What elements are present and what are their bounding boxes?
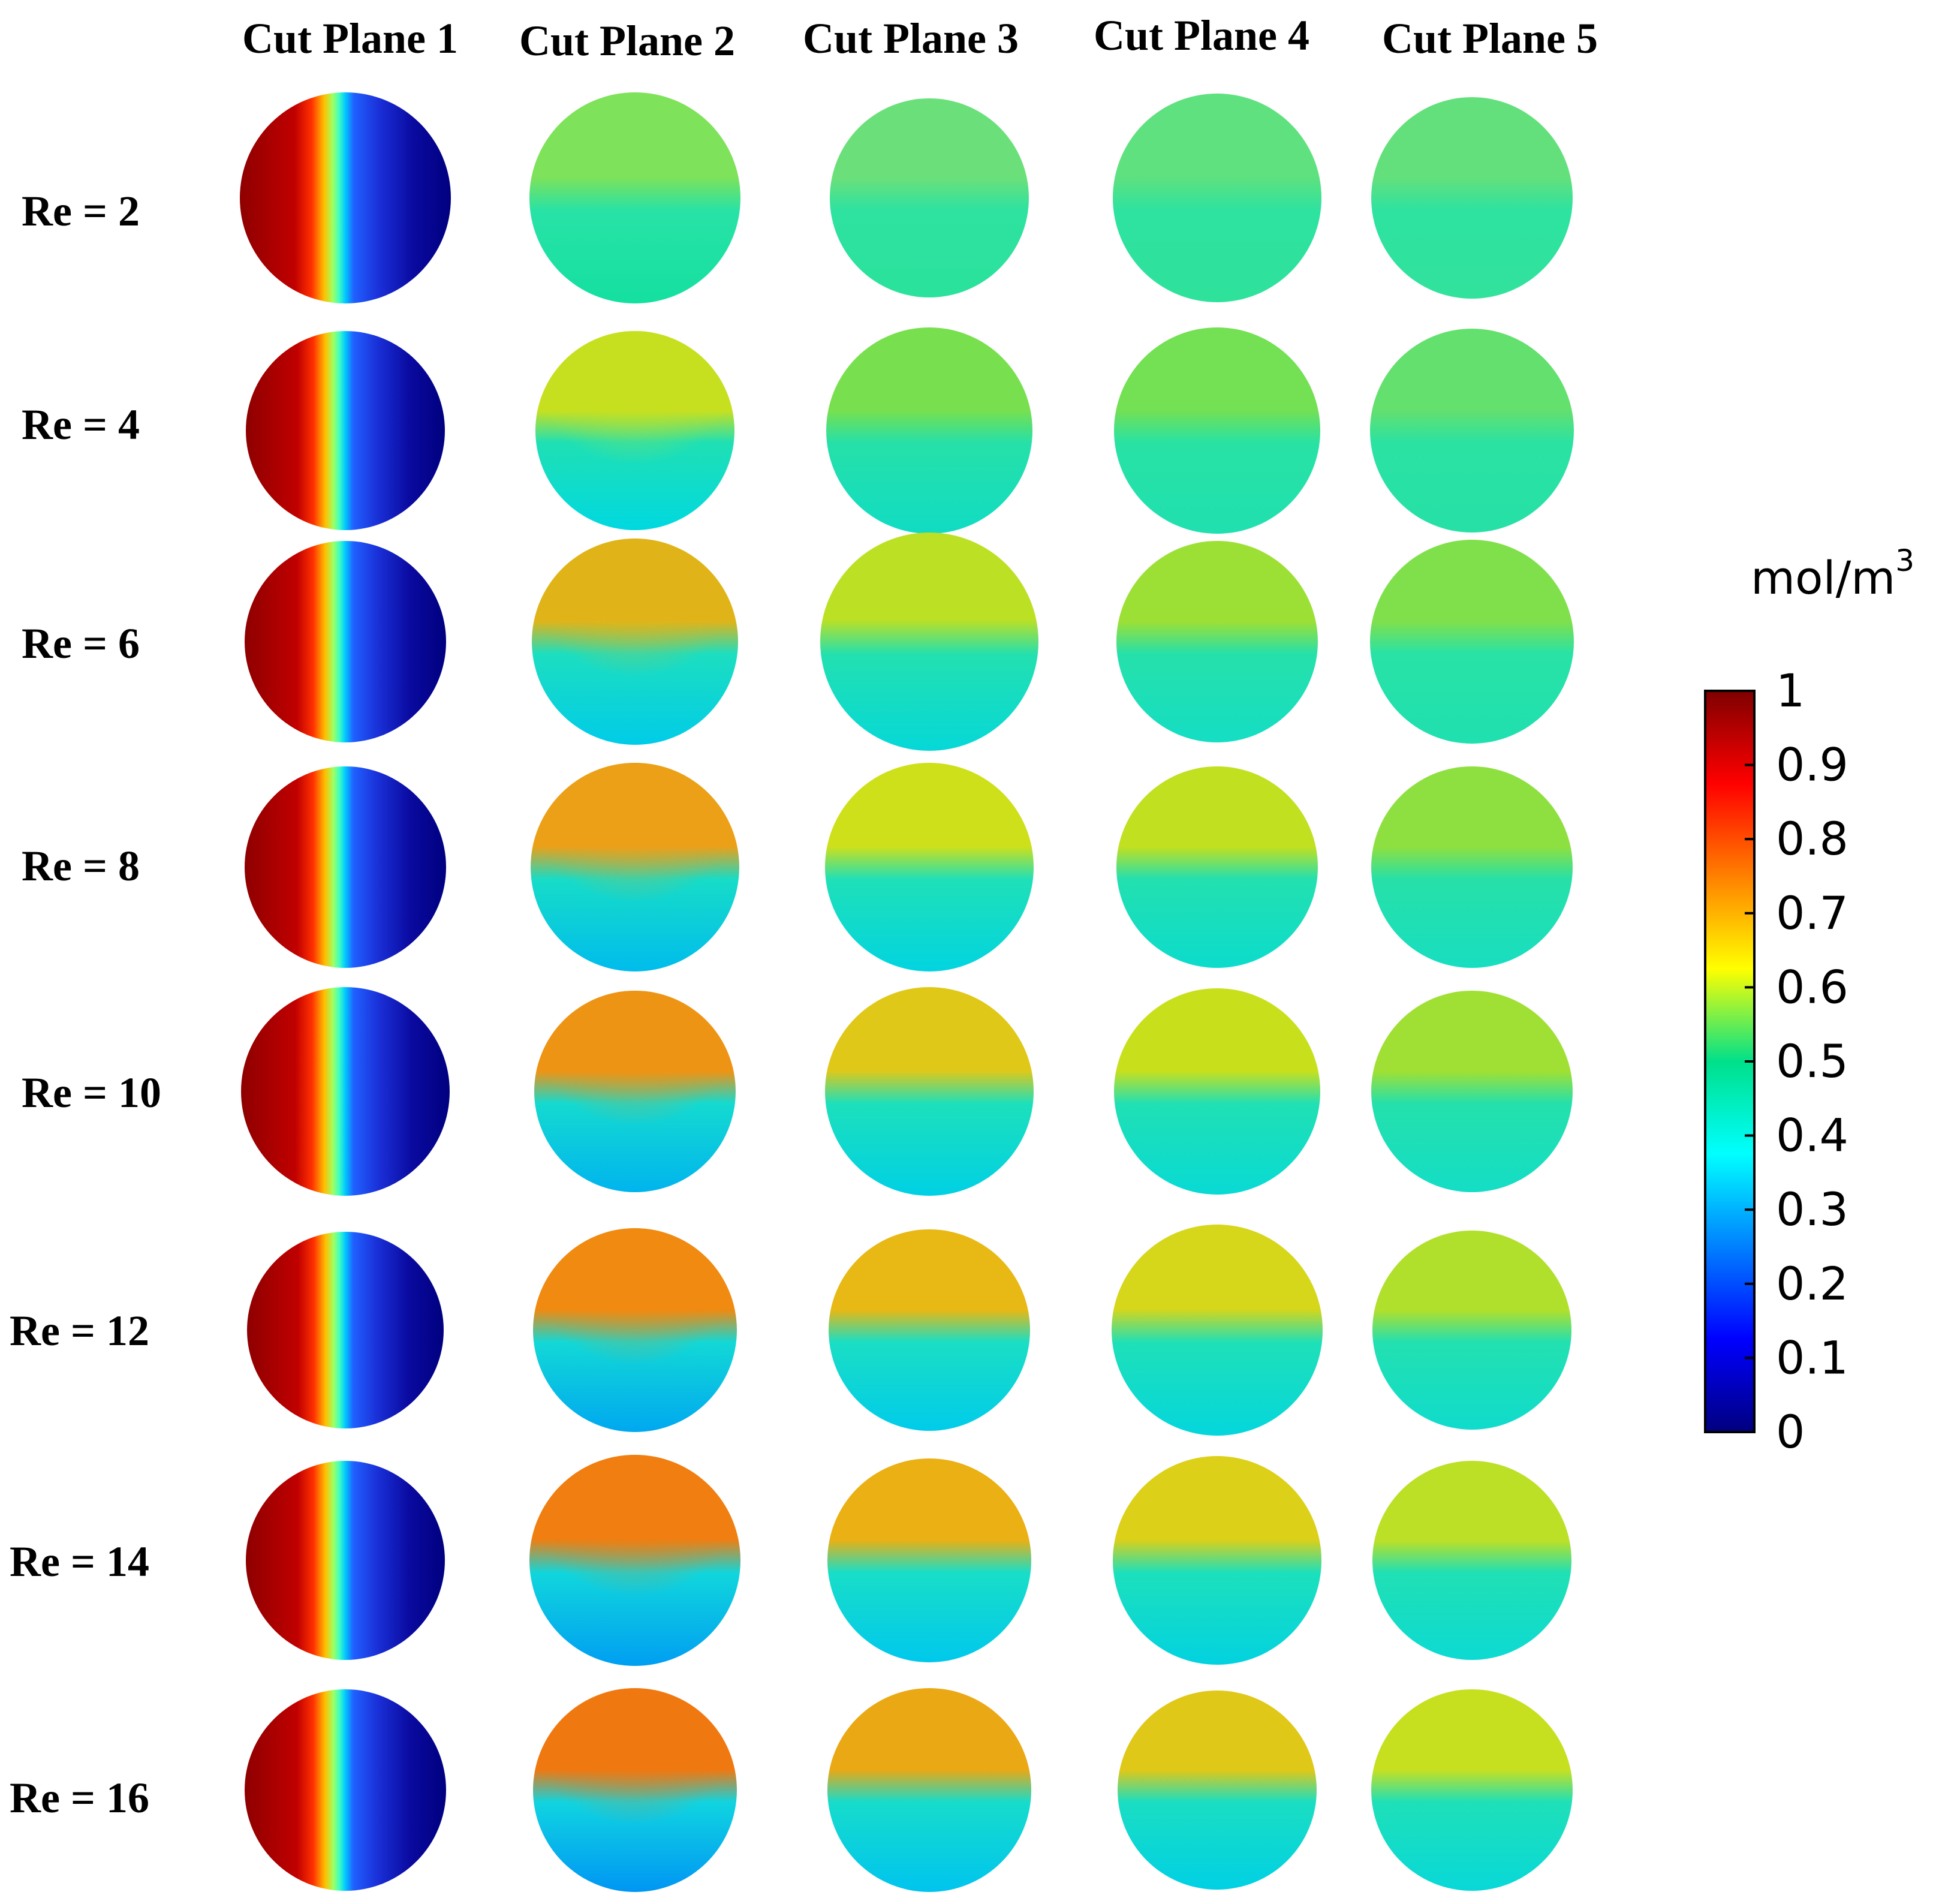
contour-disc — [827, 1458, 1031, 1662]
contour-disc — [532, 539, 738, 745]
colorbar-tick-label: 1 — [1776, 664, 1805, 717]
contour-disc — [247, 1232, 444, 1428]
contour-disc — [241, 987, 450, 1196]
contour-disc — [827, 1688, 1031, 1892]
contour-disc — [1370, 540, 1574, 744]
colorbar-tick-label: 0.1 — [1776, 1331, 1848, 1384]
contour-disc — [826, 327, 1032, 534]
contour-disc — [529, 92, 740, 303]
contour-disc — [535, 331, 734, 530]
contour-row — [240, 92, 1573, 303]
contour-disc — [245, 541, 446, 742]
contour-disc — [245, 1689, 446, 1891]
contour-disc — [533, 1228, 737, 1432]
colorbar-tick-label: 0.6 — [1776, 960, 1848, 1013]
colorbar-tick-label: 0.5 — [1776, 1034, 1848, 1088]
contour-disc — [1116, 541, 1318, 742]
contour-disc — [830, 98, 1029, 297]
contour-disc — [534, 991, 736, 1192]
contour-disc — [246, 331, 445, 530]
contour-disc — [1370, 329, 1574, 533]
contour-disc — [829, 1229, 1030, 1431]
contour-disc — [245, 766, 446, 968]
colorbar-unit-exponent: 3 — [1895, 543, 1914, 578]
contour-disc — [1112, 1225, 1323, 1436]
contour-row — [245, 533, 1574, 751]
colorbar: mol/m3 1 0.9 0.8 0.7 0.6 0.5 0.4 0.3 0.2 0.1 0 — [1704, 543, 1914, 1458]
col-header-cut-plane-4: Cut Plane 4 — [1094, 11, 1309, 59]
contour-disc — [529, 1455, 740, 1666]
colorbar-unit-base: mol/m — [1751, 551, 1895, 604]
colorbar-unit: mol/m3 — [1751, 543, 1914, 604]
contour-disc — [1116, 766, 1318, 968]
contour-disc — [1371, 991, 1573, 1192]
contour-disc — [820, 533, 1038, 751]
col-header-cut-plane-5: Cut Plane 5 — [1382, 14, 1598, 62]
colorbar-tick-label: 0.8 — [1776, 812, 1848, 865]
contour-disc — [1371, 97, 1573, 299]
contour-disc — [531, 763, 739, 971]
row-label-re-12: Re = 12 — [10, 1307, 149, 1355]
colorbar-tick-label: 0.3 — [1776, 1183, 1848, 1236]
colorbar-tick-label: 0 — [1776, 1405, 1805, 1458]
contour-disc — [825, 987, 1034, 1196]
contour-disc — [1371, 1689, 1573, 1891]
col-header-cut-plane-2: Cut Plane 2 — [519, 17, 735, 65]
row-label-re-8: Re = 8 — [22, 842, 140, 890]
contour-row — [246, 327, 1574, 534]
row-label-re-6: Re = 6 — [22, 619, 140, 667]
contour-row — [245, 763, 1573, 971]
contour-disc — [1114, 988, 1320, 1195]
row-label-re-14: Re = 14 — [10, 1538, 149, 1586]
contour-disc — [1118, 1691, 1317, 1890]
contour-disc — [246, 1461, 445, 1660]
contour-row — [241, 987, 1573, 1196]
contour-grid — [240, 92, 1574, 1892]
contour-disc — [1372, 1461, 1571, 1660]
contour-disc — [1372, 1231, 1571, 1430]
contour-disc — [825, 763, 1034, 971]
contour-row — [246, 1455, 1571, 1666]
colorbar-tick-label: 0.2 — [1776, 1257, 1848, 1310]
colorbar-tick-label: 0.7 — [1776, 886, 1848, 940]
row-label-re-2: Re = 2 — [22, 187, 140, 235]
colorbar-tick-label: 0.9 — [1776, 738, 1848, 792]
contour-disc — [1113, 94, 1321, 302]
col-header-cut-plane-3: Cut Plane 3 — [803, 14, 1019, 62]
row-labels: Re = 2 Re = 4 Re = 6 Re = 8 Re = 10 Re =… — [10, 187, 161, 1822]
row-label-re-4: Re = 4 — [22, 401, 140, 449]
contour-row — [247, 1225, 1571, 1436]
colorbar-ticks: 1 0.9 0.8 0.7 0.6 0.5 0.4 0.3 0.2 0.1 0 — [1745, 664, 1848, 1458]
row-label-re-10: Re = 10 — [22, 1069, 161, 1117]
contour-disc — [1114, 327, 1320, 534]
col-header-cut-plane-1: Cut Plane 1 — [242, 14, 458, 62]
contour-disc — [1371, 766, 1573, 968]
row-label-re-16: Re = 16 — [10, 1774, 149, 1822]
contour-disc — [1113, 1456, 1321, 1665]
contour-disc — [533, 1688, 737, 1892]
contour-disc — [240, 92, 451, 303]
colorbar-tick-label: 0.4 — [1776, 1109, 1848, 1162]
contour-row — [245, 1688, 1573, 1892]
column-headers: Cut Plane 1 Cut Plane 2 Cut Plane 3 Cut … — [242, 11, 1598, 65]
